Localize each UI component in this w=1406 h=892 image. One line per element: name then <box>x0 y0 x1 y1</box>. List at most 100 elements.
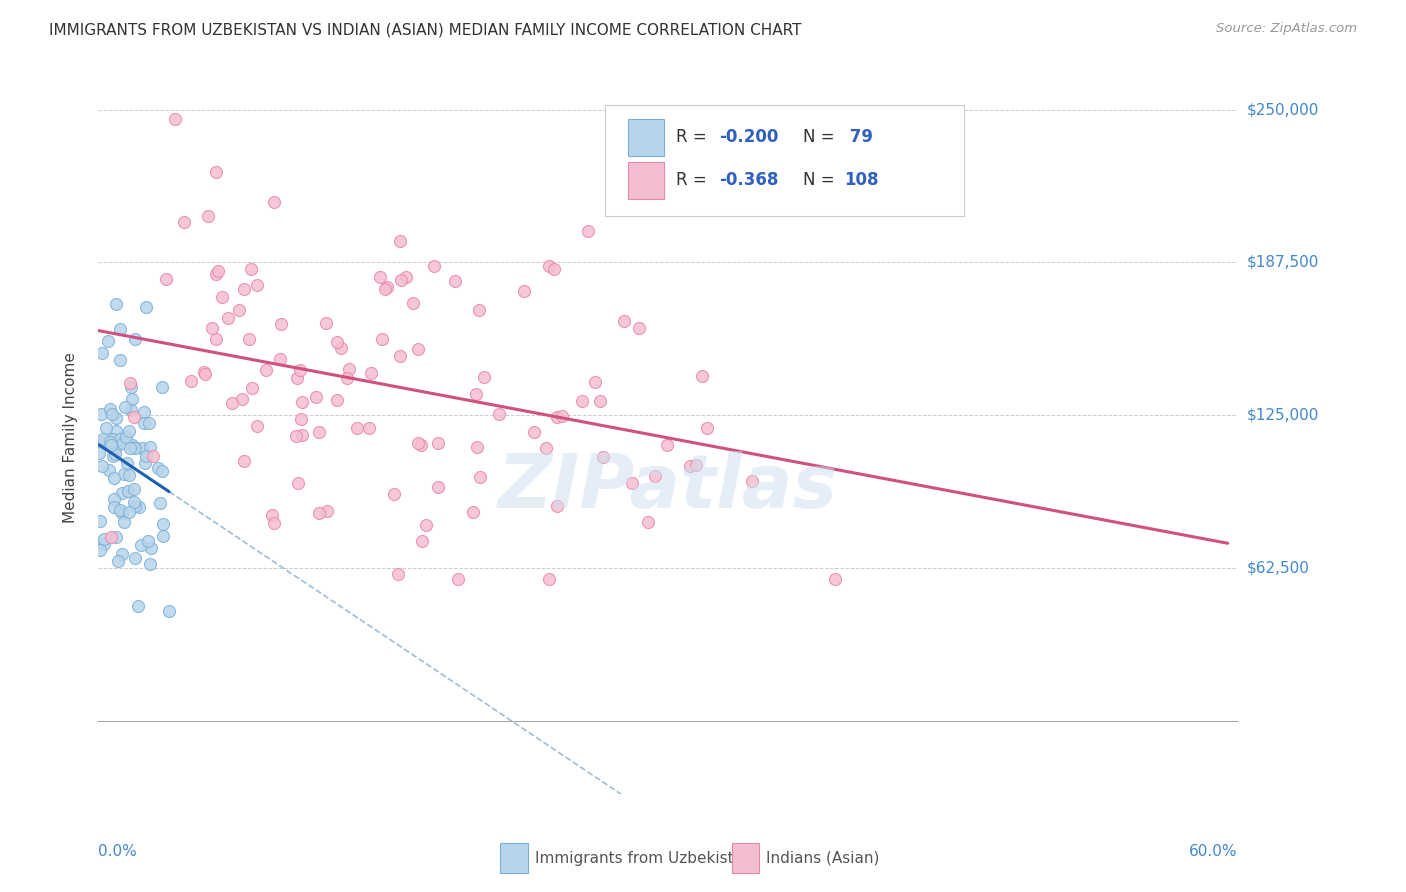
Point <box>136 533 159 548</box>
Point <box>308 506 330 520</box>
Point <box>98 434 121 449</box>
Point <box>368 269 391 284</box>
Point <box>152 528 174 542</box>
Text: 108: 108 <box>845 171 879 189</box>
Point <box>91 458 114 473</box>
Text: R =: R = <box>676 171 711 189</box>
Point <box>115 430 138 444</box>
Point <box>122 440 145 454</box>
Point <box>523 425 546 439</box>
Text: 79: 79 <box>845 128 873 146</box>
Point <box>330 341 353 355</box>
Point <box>197 210 219 224</box>
Point <box>132 416 155 430</box>
Point <box>513 284 536 298</box>
Point <box>111 548 134 562</box>
Point <box>207 264 229 278</box>
Point <box>627 321 650 335</box>
Point <box>824 572 846 586</box>
Point <box>112 515 135 529</box>
Point <box>336 371 359 385</box>
Point <box>124 551 146 566</box>
Point <box>118 376 141 390</box>
Point <box>291 428 314 442</box>
Point <box>254 363 277 377</box>
Point <box>90 407 112 421</box>
Point <box>696 421 718 435</box>
Point <box>592 450 614 464</box>
Point <box>290 363 312 377</box>
Point <box>538 572 561 586</box>
Point <box>411 533 433 548</box>
Point <box>571 393 593 408</box>
Point <box>97 334 120 348</box>
Point <box>468 303 491 318</box>
Point <box>285 370 308 384</box>
Point <box>118 424 141 438</box>
Text: N =: N = <box>803 128 841 146</box>
Point <box>238 333 260 347</box>
Point <box>427 480 450 494</box>
Point <box>461 505 484 519</box>
Point <box>538 259 561 273</box>
Point <box>346 421 368 435</box>
Point <box>583 376 606 390</box>
Point <box>146 460 169 475</box>
Point <box>149 496 172 510</box>
Text: $250,000: $250,000 <box>1247 102 1319 117</box>
Point <box>105 411 128 425</box>
Point <box>690 368 713 383</box>
Point <box>679 459 702 474</box>
Point <box>120 403 142 417</box>
Point <box>308 425 330 439</box>
Point <box>406 342 429 356</box>
Point <box>326 335 349 350</box>
Point <box>100 401 122 416</box>
Point <box>121 392 143 407</box>
FancyBboxPatch shape <box>628 119 665 156</box>
Point <box>103 449 125 463</box>
Point <box>387 566 409 581</box>
Y-axis label: Median Family Income: Median Family Income <box>63 351 77 523</box>
Point <box>389 272 412 286</box>
FancyBboxPatch shape <box>628 161 665 199</box>
Point <box>105 440 128 454</box>
Point <box>134 456 156 470</box>
Point <box>613 313 636 327</box>
Point <box>534 442 557 456</box>
Point <box>118 467 141 482</box>
Point <box>117 484 139 499</box>
Point <box>246 419 269 434</box>
Point <box>316 504 339 518</box>
Point <box>239 261 262 276</box>
Point <box>100 438 122 452</box>
Point <box>221 395 243 409</box>
Point <box>124 332 146 346</box>
Point <box>546 499 568 513</box>
Point <box>138 416 160 430</box>
Point <box>173 215 195 229</box>
Point <box>375 280 398 294</box>
Point <box>551 409 574 423</box>
Point <box>389 235 412 249</box>
Text: ZIPatlas: ZIPatlas <box>498 450 838 524</box>
Point <box>89 514 111 528</box>
Point <box>180 374 202 388</box>
Point <box>232 282 254 296</box>
Point <box>395 269 418 284</box>
Point <box>96 420 118 434</box>
Point <box>576 224 599 238</box>
Point <box>194 368 217 382</box>
Point <box>91 435 114 450</box>
Point <box>260 508 283 522</box>
Point <box>104 530 127 544</box>
Point <box>546 410 568 425</box>
Point <box>124 483 146 497</box>
Point <box>644 469 666 483</box>
Point <box>205 165 228 179</box>
Point <box>139 557 162 571</box>
Point <box>110 506 132 520</box>
Point <box>157 604 180 618</box>
Point <box>89 543 111 558</box>
Point <box>374 282 396 296</box>
